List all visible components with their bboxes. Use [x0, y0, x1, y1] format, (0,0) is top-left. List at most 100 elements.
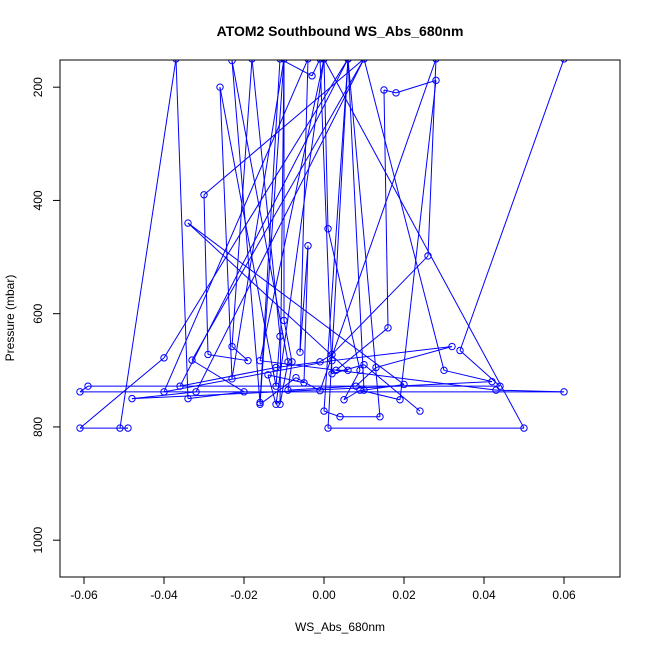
data-point [116, 424, 124, 432]
data-point [456, 346, 464, 355]
series-segment [219, 87, 277, 387]
data-point [84, 382, 92, 390]
data-point [328, 350, 336, 359]
series-segment [299, 245, 309, 353]
data-point [372, 363, 380, 372]
data-point [448, 342, 456, 351]
series-segment [495, 389, 565, 393]
data-point [328, 370, 336, 378]
series-segment [219, 87, 233, 379]
series-segment [287, 361, 293, 391]
data-point [76, 388, 84, 396]
data-point [188, 356, 196, 364]
data-point [416, 407, 424, 415]
x-axis-label: WS_Abs_680nm [295, 620, 385, 634]
data-point [160, 388, 168, 396]
series-segment [179, 366, 277, 387]
data-point [248, 60, 256, 63]
series-segment [267, 374, 277, 405]
series-segment [427, 60, 437, 256]
series-segment [259, 360, 497, 391]
data-point [316, 386, 324, 395]
series-segment [231, 60, 289, 362]
data-point [296, 348, 304, 356]
data-point [376, 413, 384, 421]
series-segment [203, 194, 209, 355]
x-tick-label: -0.02 [230, 588, 258, 602]
series-segment [363, 383, 405, 391]
data-point [400, 380, 408, 389]
data-point [304, 242, 312, 250]
data-point [336, 413, 344, 421]
series-segment [231, 60, 261, 403]
data-point [160, 354, 168, 362]
data-point [172, 60, 180, 63]
series-segment [79, 385, 89, 393]
series-segment [319, 354, 333, 363]
data-point [244, 356, 252, 365]
series-segment [259, 60, 325, 361]
data-point [128, 394, 136, 403]
series-segment [279, 361, 289, 405]
series-segment [323, 60, 329, 229]
chart-title: ATOM2 Southbound WS_Abs_680nm [217, 23, 464, 39]
y-tick-label: 400 [31, 190, 45, 210]
series-segment [399, 80, 437, 400]
data-point [432, 76, 440, 85]
series-segment [275, 60, 325, 405]
data-point [340, 396, 348, 404]
data-point [316, 358, 324, 366]
series-segment [79, 357, 165, 429]
series-segment [347, 60, 365, 391]
series-segment [231, 60, 285, 379]
series-segment [363, 364, 421, 412]
data-point [280, 60, 288, 63]
series-segment [283, 320, 293, 362]
series-segment [259, 377, 297, 405]
series-segment [375, 346, 453, 368]
series-segment [251, 60, 281, 337]
data-point [304, 60, 312, 63]
data-point [560, 388, 568, 396]
series-segment [331, 364, 365, 375]
data-point [272, 382, 280, 390]
data-point [176, 382, 184, 390]
series-segment [347, 60, 381, 417]
data-point [204, 350, 212, 359]
series-segment [163, 60, 309, 393]
data-point [384, 324, 392, 332]
series-segment [267, 374, 305, 384]
data-point [520, 424, 528, 432]
series-layer [76, 60, 568, 432]
data-point [488, 377, 496, 386]
data-point [276, 332, 284, 341]
data-point [76, 424, 84, 432]
series-segment [259, 60, 285, 405]
series-segment [324, 60, 525, 429]
data-point [356, 386, 364, 394]
x-tick-label: 0.06 [552, 588, 576, 602]
series-segment [191, 60, 364, 361]
data-point [184, 219, 192, 227]
data-point [184, 394, 192, 403]
series-segment [187, 222, 349, 371]
series-segment [295, 377, 321, 392]
data-point [560, 60, 568, 63]
data-point [356, 366, 364, 375]
series-segment [331, 255, 429, 355]
data-point [228, 375, 236, 383]
data-point [284, 358, 292, 366]
data-point [200, 191, 208, 199]
data-point [360, 386, 368, 394]
data-point [124, 424, 132, 432]
data-point [284, 386, 292, 394]
data-point [272, 363, 280, 372]
data-point [320, 407, 328, 415]
data-point [300, 379, 308, 387]
data-point [324, 424, 332, 432]
data-point [308, 72, 316, 80]
data-point [280, 316, 288, 325]
x-tick-label: 0.04 [472, 588, 496, 602]
series-segment [343, 370, 361, 400]
data-point [192, 388, 200, 396]
